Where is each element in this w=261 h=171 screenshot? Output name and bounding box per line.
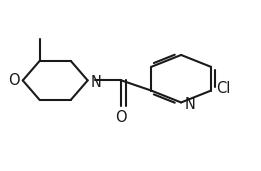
Text: O: O <box>116 110 127 125</box>
Text: N: N <box>184 97 195 112</box>
Text: Cl: Cl <box>216 81 230 96</box>
Text: N: N <box>91 75 102 90</box>
Text: O: O <box>8 73 20 88</box>
